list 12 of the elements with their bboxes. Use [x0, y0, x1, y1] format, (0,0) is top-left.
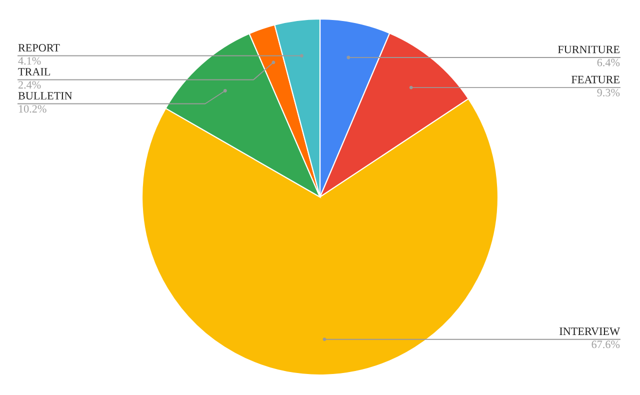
data-label: 10.2% — [18, 105, 46, 113]
data-label: 4.1% — [18, 57, 41, 65]
slice-label: BULLETIN — [18, 92, 72, 100]
data-label: 6.4% — [597, 58, 620, 66]
data-label: 2.4% — [18, 81, 41, 89]
slice-label: INTERVIEW — [560, 328, 620, 336]
slice-label: FEATURE — [572, 76, 620, 84]
data-label: 9.3% — [597, 88, 620, 96]
slice-label: FURNITURE — [558, 46, 620, 54]
slice-label: TRAIL — [18, 68, 50, 76]
data-label: 67.6% — [592, 340, 620, 348]
slice-label: REPORT — [18, 44, 60, 52]
